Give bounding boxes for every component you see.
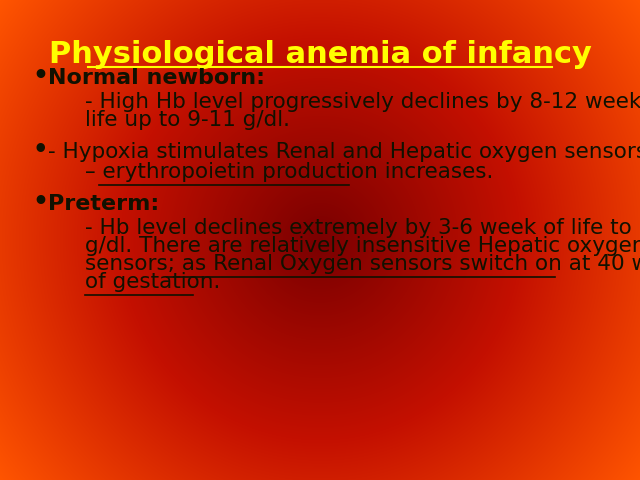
Text: Preterm:: Preterm: (48, 194, 159, 214)
Text: - High Hb level progressively declines by 8-12 week of: - High Hb level progressively declines b… (85, 92, 640, 112)
Text: Normal newborn:: Normal newborn: (48, 68, 265, 88)
Text: – erythropoietin production increases.: – erythropoietin production increases. (85, 162, 493, 182)
Text: •: • (32, 138, 47, 162)
Text: •: • (32, 190, 48, 214)
Text: - Hypoxia stimulates Renal and Hepatic oxygen sensors: - Hypoxia stimulates Renal and Hepatic o… (48, 142, 640, 162)
Text: Physiological anemia of infancy: Physiological anemia of infancy (49, 40, 591, 69)
Text: g/dl. There are relatively insensitive Hepatic oxygen: g/dl. There are relatively insensitive H… (85, 236, 640, 256)
Text: •: • (32, 64, 48, 88)
Text: - Hb level declines extremely by 3-6 week of life to 7-9: - Hb level declines extremely by 3-6 wee… (85, 218, 640, 238)
Text: sensors; as Renal Oxygen sensors switch on at 40 week: sensors; as Renal Oxygen sensors switch … (85, 254, 640, 274)
Text: of gestation.: of gestation. (85, 272, 220, 292)
Text: life up to 9-11 g/dl.: life up to 9-11 g/dl. (85, 110, 290, 130)
